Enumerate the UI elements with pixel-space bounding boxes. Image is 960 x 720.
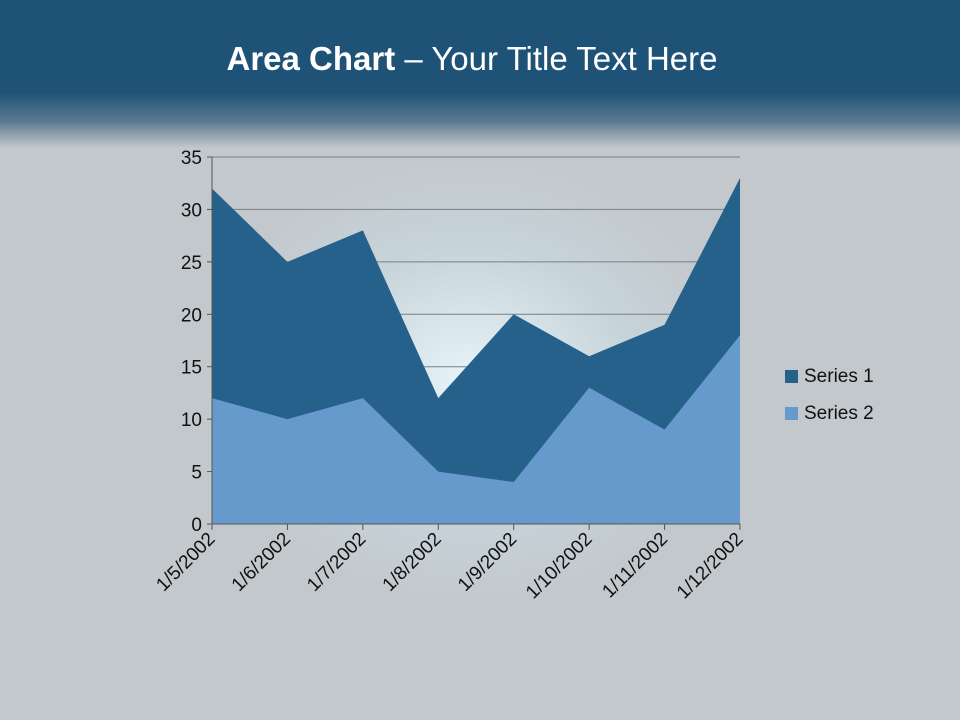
- x-tick-label: 1/12/2002: [673, 529, 748, 604]
- slide-title: Area Chart – Your Title Text Here: [0, 40, 944, 78]
- y-tick-label: 35: [181, 148, 202, 169]
- x-tick-label: 1/5/2002: [152, 529, 219, 596]
- x-tick-label: 1/8/2002: [379, 529, 446, 596]
- y-tick-label: 20: [181, 305, 202, 326]
- x-tick-label: 1/11/2002: [598, 529, 672, 603]
- legend-item-series-2: Series 2: [785, 395, 874, 432]
- x-tick-label: 1/7/2002: [303, 529, 370, 596]
- legend-swatch-series-1: [785, 370, 798, 383]
- x-tick-label: 1/10/2002: [522, 529, 597, 604]
- legend-label: Series 2: [804, 402, 874, 424]
- x-tick-label: 1/9/2002: [454, 529, 521, 596]
- legend-item-series-1: Series 1: [785, 358, 874, 395]
- y-tick-label: 30: [181, 200, 202, 221]
- title-rest: – Your Title Text Here: [395, 40, 718, 77]
- legend-label: Series 1: [804, 365, 874, 387]
- y-tick-label: 15: [181, 358, 202, 379]
- legend-swatch-series-2: [785, 407, 798, 420]
- x-tick-label: 1/6/2002: [228, 529, 295, 596]
- y-tick-label: 25: [181, 253, 202, 274]
- area-series-2: [212, 335, 740, 524]
- y-tick-label: 5: [191, 463, 202, 484]
- y-tick-label: 10: [181, 410, 202, 431]
- title-bold: Area Chart: [226, 40, 396, 77]
- title-banner: [0, 0, 960, 148]
- legend: Series 1 Series 2: [785, 358, 874, 432]
- y-tick-label: 0: [191, 515, 202, 536]
